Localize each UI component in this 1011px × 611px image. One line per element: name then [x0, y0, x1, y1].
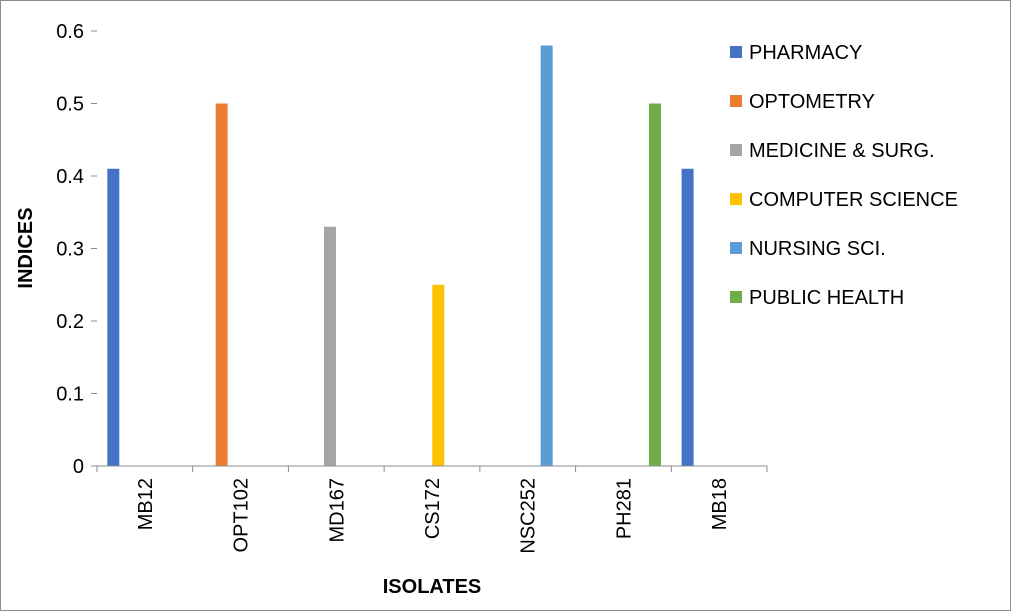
y-tick-label: 0.3 [56, 239, 84, 261]
x-tick-label: MD167 [326, 478, 348, 542]
legend-swatch [730, 144, 742, 156]
y-tick-label: 0.5 [56, 94, 84, 116]
y-tick-label: 0.6 [56, 21, 84, 43]
bar-ph281-public-health [648, 103, 661, 466]
legend-label: PUBLIC HEALTH [749, 287, 904, 309]
legend-swatch [730, 46, 742, 58]
x-tick-label: CS172 [422, 478, 444, 539]
x-tick-label: MB12 [135, 478, 157, 530]
bar-mb18-pharmacy [681, 168, 694, 466]
y-tick-label: 0 [73, 456, 84, 478]
legend-label: NURSING SCI. [749, 238, 886, 260]
legend-label: OPTOMETRY [749, 91, 875, 113]
bar-opt102-optometry [215, 103, 228, 466]
legend-swatch [730, 242, 742, 254]
bar-nsc252-nursing-sci [540, 45, 553, 466]
x-tick-label: NSC252 [518, 478, 540, 554]
x-axis-title: ISOLATES [383, 576, 482, 598]
bar-md167-medicine-surg [323, 226, 336, 466]
x-tick-label: PH281 [613, 478, 635, 539]
x-axis-ticks: MB12 OPT102 MD167 CS172 NSC252 PH281 MB18 [96, 466, 768, 554]
legend-swatch [730, 291, 742, 303]
y-tick-label: 0.1 [56, 384, 84, 406]
legend-swatch [730, 193, 742, 205]
legend-label: PHARMACY [749, 42, 862, 64]
legend-swatch [730, 95, 742, 107]
bar-cs172-computer-science [432, 284, 445, 466]
legend: PHARMACY OPTOMETRY MEDICINE & SURG. COMPUTE… [730, 42, 958, 309]
x-tick-label: OPT102 [231, 478, 253, 552]
legend-label: COMPUTER SCIENCE [749, 189, 958, 211]
y-tick-label: 0.2 [56, 311, 84, 333]
x-tick-label: MB18 [709, 478, 731, 530]
y-tick-label: 0.4 [56, 166, 84, 188]
bar-mb12-pharmacy [107, 168, 120, 466]
bars [107, 45, 694, 466]
legend-label: MEDICINE & SURG. [749, 140, 935, 162]
y-axis-title: INDICES [15, 207, 37, 288]
y-axis-ticks: 0 0.1 0.2 0.3 0.4 0.5 0.6 [56, 21, 97, 478]
